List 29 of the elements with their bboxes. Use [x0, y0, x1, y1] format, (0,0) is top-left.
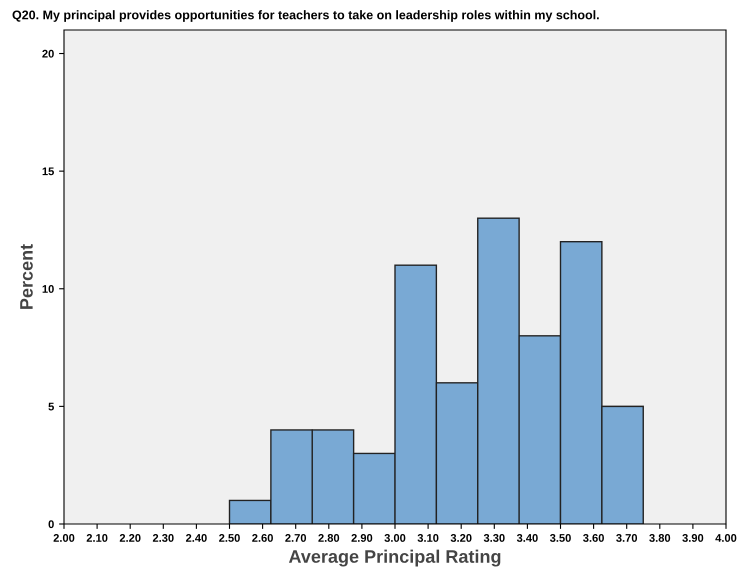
- x-tick-label: 2.30: [152, 534, 174, 542]
- chart-title: Q20. My principal provides opportunities for teachers to take on leadership roles within my school.: [12, 10, 599, 22]
- x-axis-title: Average Principal Rating: [288, 550, 500, 567]
- x-tick-label: 3.90: [682, 534, 704, 542]
- x-tick-label: 3.30: [484, 534, 505, 542]
- x-tick-label: 2.20: [120, 534, 141, 542]
- x-tick-label: 4.00: [715, 534, 736, 542]
- y-axis-title: Percent: [20, 244, 33, 309]
- y-tick-label: 5: [48, 402, 54, 411]
- x-tick-label: 3.20: [450, 534, 472, 542]
- x-tick-label: 2.00: [54, 534, 74, 542]
- x-tick-label: 2.80: [318, 534, 340, 542]
- y-tick-label: 0: [48, 520, 54, 528]
- x-tick-label: 3.60: [583, 534, 604, 542]
- x-tick-label: 2.90: [351, 534, 372, 542]
- x-tick-label: 2.10: [86, 534, 108, 542]
- x-tick-label: 3.10: [418, 534, 438, 542]
- x-tick-label: 2.40: [186, 534, 207, 542]
- x-tick-label: 3.70: [616, 534, 638, 542]
- x-tick-label: 3.80: [649, 534, 670, 542]
- x-tick-label: 3.50: [550, 534, 571, 542]
- x-tick-label: 3.00: [384, 534, 406, 542]
- x-tick-label: 2.60: [252, 534, 273, 542]
- x-tick-label: 2.50: [219, 534, 240, 542]
- y-tick-label: 10: [42, 285, 54, 293]
- x-tick-label: 2.70: [285, 534, 306, 542]
- x-tick-label: 3.40: [516, 534, 538, 542]
- y-tick-label: 20: [42, 50, 54, 58]
- y-tick-label: 15: [42, 168, 54, 176]
